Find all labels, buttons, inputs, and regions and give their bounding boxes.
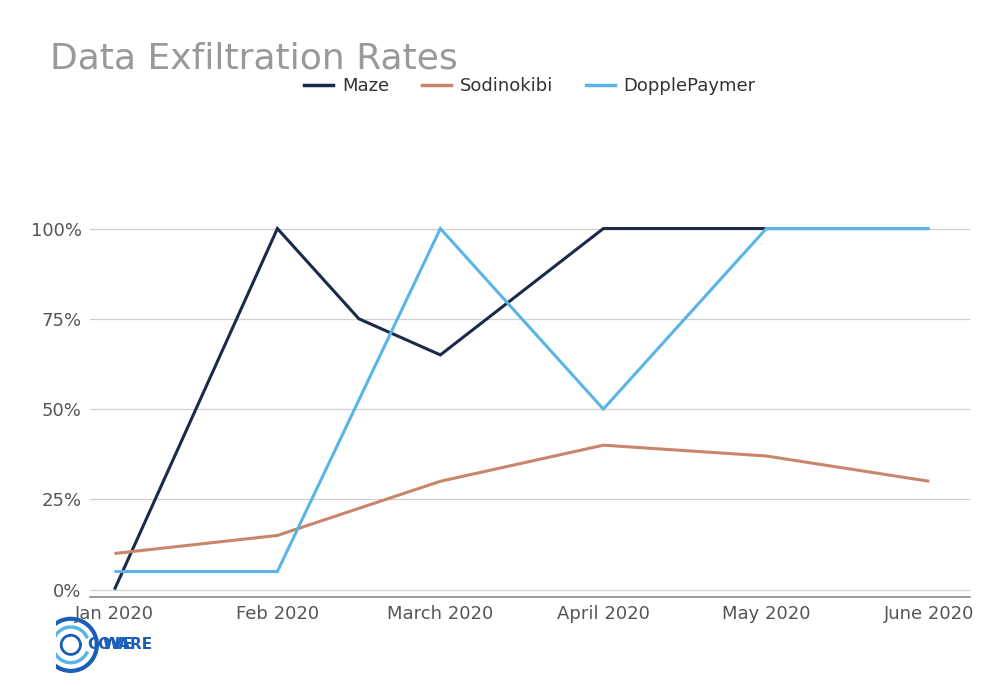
Text: COVE: COVE <box>87 637 133 652</box>
Text: WARE: WARE <box>103 637 153 652</box>
Text: Data Exfiltration Rates: Data Exfiltration Rates <box>50 41 458 75</box>
Legend: Maze, Sodinokibi, DopplePaymer: Maze, Sodinokibi, DopplePaymer <box>297 70 763 102</box>
